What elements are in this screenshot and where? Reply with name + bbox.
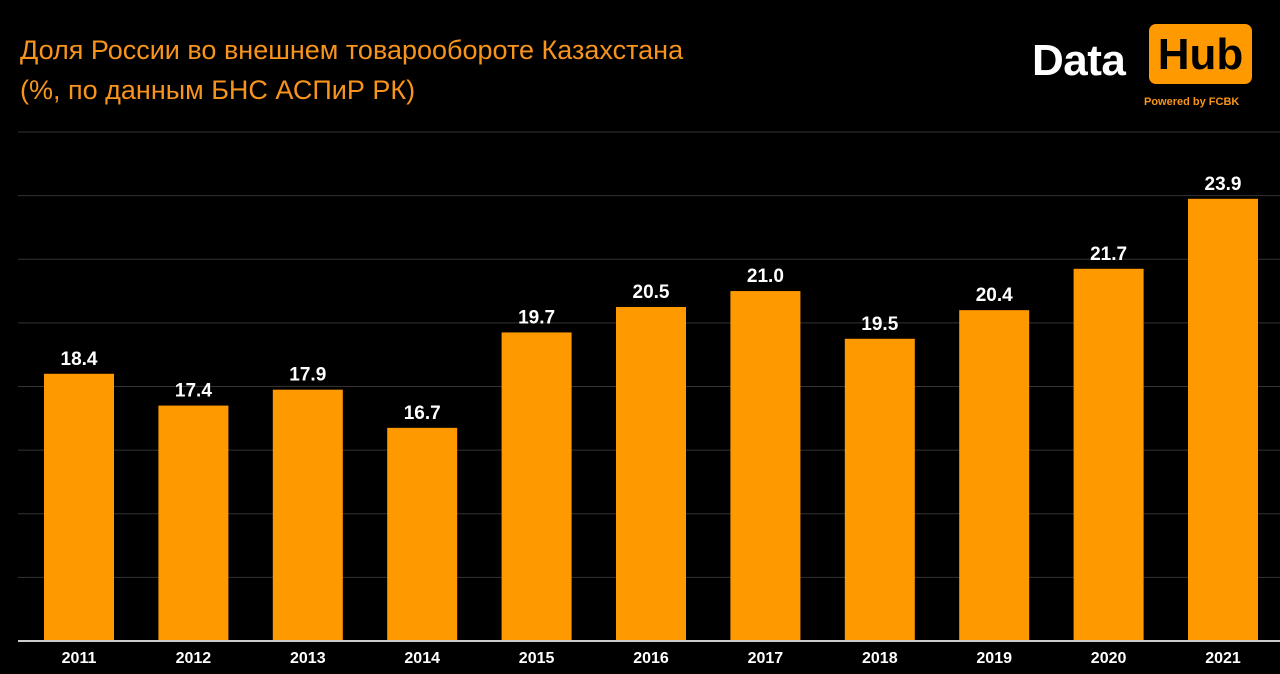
x-tick-label: 2014 bbox=[404, 650, 440, 667]
data-label: 21.0 bbox=[747, 266, 784, 287]
bar-2014 bbox=[387, 428, 457, 641]
x-tick-label: 2021 bbox=[1205, 650, 1241, 667]
bar-2020 bbox=[1074, 269, 1144, 641]
data-label: 18.4 bbox=[61, 349, 98, 370]
data-label: 20.4 bbox=[976, 285, 1013, 306]
data-label: 23.9 bbox=[1205, 174, 1242, 195]
data-label: 17.4 bbox=[175, 381, 212, 402]
bar-2018 bbox=[845, 339, 915, 641]
data-label: 19.5 bbox=[861, 314, 898, 335]
bar-2011 bbox=[44, 374, 114, 641]
x-tick-label: 2013 bbox=[290, 650, 326, 667]
x-tick-label: 2020 bbox=[1091, 650, 1127, 667]
x-tick-label: 2017 bbox=[748, 650, 784, 667]
bar-chart: 18.4 2011 17.4 2012 17.9 2013 16.7 2014 19.7 2015… bbox=[0, 0, 1280, 674]
data-label: 17.9 bbox=[289, 365, 326, 386]
bar-2021 bbox=[1188, 199, 1258, 641]
bar-2012 bbox=[158, 406, 228, 641]
bar-2019 bbox=[959, 310, 1029, 641]
bar-2017 bbox=[730, 291, 800, 641]
x-tick-label: 2018 bbox=[862, 650, 898, 667]
x-tick-label: 2012 bbox=[176, 650, 212, 667]
x-tick-label: 2015 bbox=[519, 650, 555, 667]
x-tick-label: 2019 bbox=[976, 650, 1012, 667]
bar-2015 bbox=[502, 332, 572, 641]
data-label: 20.5 bbox=[633, 282, 670, 303]
x-tick-label: 2011 bbox=[62, 650, 97, 667]
bar-2013 bbox=[273, 390, 343, 641]
bar-2016 bbox=[616, 307, 686, 641]
data-label: 19.7 bbox=[518, 307, 555, 328]
data-label: 16.7 bbox=[404, 403, 441, 424]
data-label: 21.7 bbox=[1090, 244, 1127, 265]
x-tick-label: 2016 bbox=[633, 650, 669, 667]
